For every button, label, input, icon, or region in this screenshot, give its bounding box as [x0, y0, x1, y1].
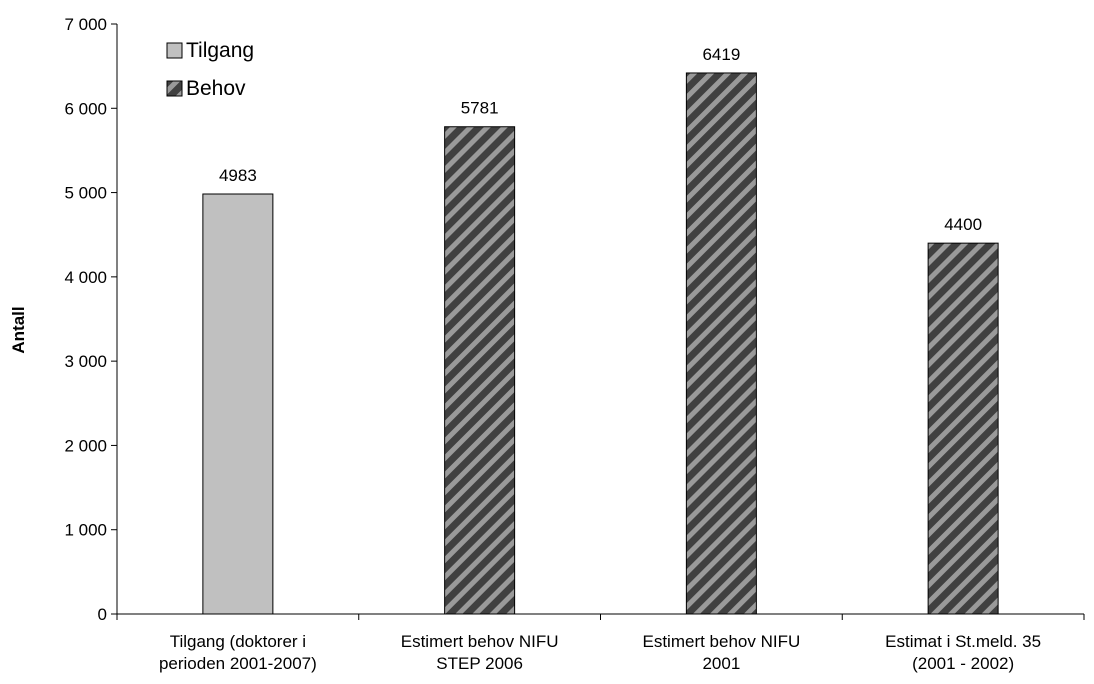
y-tick-label: 6 000	[64, 99, 107, 118]
legend-swatch-tilgang	[166, 42, 183, 59]
y-tick-label: 1 000	[64, 521, 107, 540]
legend: Tilgang Behov	[166, 39, 254, 100]
y-axis-label: Antall	[9, 306, 28, 353]
y-tick-label: 5 000	[64, 184, 107, 203]
y-tick-label: 3 000	[64, 352, 107, 371]
bar	[444, 126, 516, 615]
bar-value-label: 6419	[702, 45, 740, 64]
x-axis: Tilgang (doktorer i perioden 2001-2007) Es…	[116, 613, 1085, 673]
x-tick-label: Estimert behov NIFU 2001	[642, 632, 800, 673]
bar-value-label: 4983	[219, 166, 257, 185]
y-tick-label: 7 000	[64, 15, 107, 34]
legend-label-tilgang: Tilgang	[186, 39, 254, 62]
legend-swatch-behov	[166, 80, 183, 97]
x-tick-label: Estimert behov NIFU STEP 2006	[401, 632, 559, 673]
bar-value-label: 5781	[461, 99, 499, 118]
x-tick-label: Estimat i St.meld. 35 (2001 - 2002)	[885, 632, 1041, 673]
bar	[927, 242, 999, 615]
bar	[685, 72, 757, 615]
legend-label-behov: Behov	[186, 77, 246, 100]
y-tick-label: 0	[98, 605, 107, 624]
y-tick-label: 4 000	[64, 268, 107, 287]
data-labels: 4983 5781 6419 4400	[219, 45, 982, 234]
bar-value-label: 4400	[944, 215, 982, 234]
y-tick-label: 2 000	[64, 436, 107, 455]
bar	[202, 193, 274, 615]
x-tick-label: Tilgang (doktorer i perioden 2001-2007)	[159, 632, 317, 673]
bars	[202, 72, 999, 615]
y-axis: 0 1 000 2 000 3 000 4 000 5 000 6 000 7 000	[64, 15, 118, 624]
